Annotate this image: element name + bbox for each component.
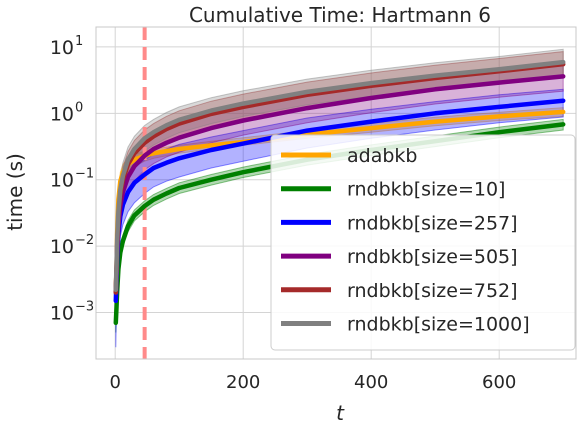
chart-title: Cumulative Time: Hartmann 6 <box>189 3 491 27</box>
y-tick-label: 10 <box>50 103 74 125</box>
x-tick-label: 400 <box>354 372 388 393</box>
y-tick-exponent: 0 <box>75 100 83 115</box>
x-axis-label: t <box>336 401 345 425</box>
x-tick-label: 200 <box>226 372 260 393</box>
y-tick-label: 10 <box>50 303 74 325</box>
legend: adabkb rndbkb[size=10] rndbkb[size=257] rnd… <box>270 134 576 351</box>
legend-label: rndbkb[size=10] <box>347 179 505 201</box>
legend-label: rndbkb[size=1000] <box>347 314 530 336</box>
x-tick-labels: 0 200 400 600 <box>109 372 516 393</box>
y-tick-label: 10 <box>50 170 74 192</box>
legend-label: adabkb <box>347 145 417 167</box>
series-line <box>113 59 566 293</box>
legend-label: rndbkb[size=257] <box>347 212 518 234</box>
y-tick-exponent: 1 <box>75 34 83 49</box>
legend-label: rndbkb[size=752] <box>347 280 518 302</box>
plot-frame <box>95 26 577 360</box>
x-tick-label: 0 <box>109 372 120 393</box>
y-tick-label: 10 <box>50 37 74 59</box>
y-tick-exponent: −2 <box>75 233 94 248</box>
y-axis-label: time (s) <box>3 153 27 231</box>
legend-box <box>270 134 576 351</box>
y-tick-exponent: −3 <box>75 300 94 315</box>
legend-label: rndbkb[size=505] <box>347 246 518 268</box>
y-tick-exponent: −1 <box>75 167 94 182</box>
y-tick-label: 10 <box>50 236 74 258</box>
axes <box>95 26 577 360</box>
x-tick-label: 600 <box>482 372 516 393</box>
